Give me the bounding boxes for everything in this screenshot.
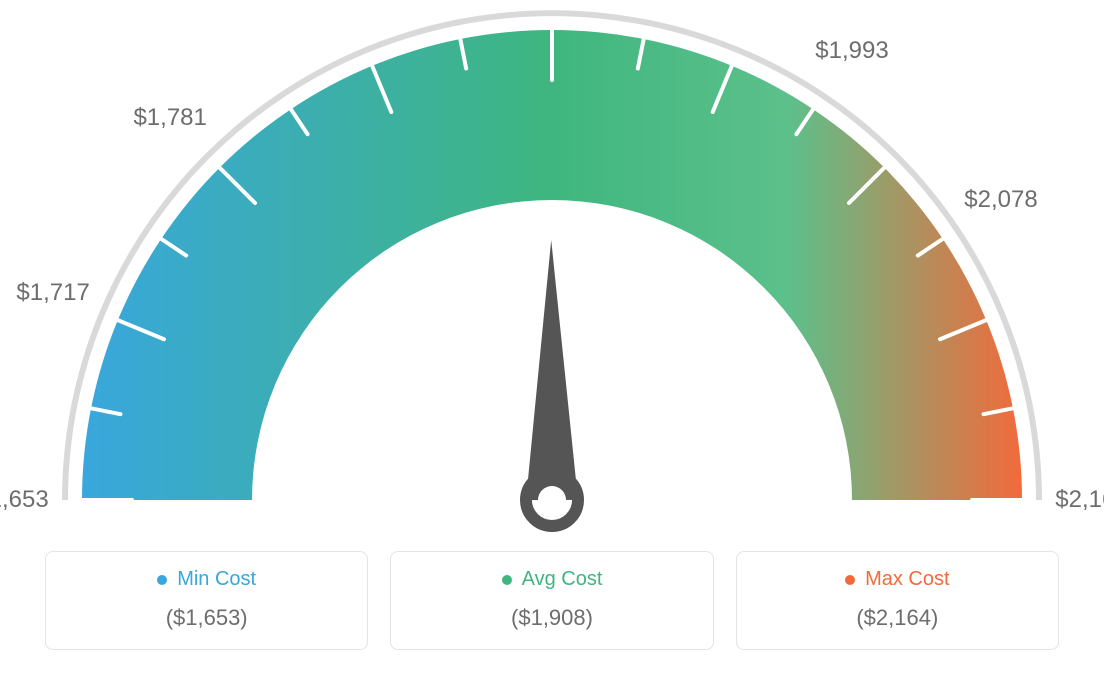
gauge-scale-label: $1,781 [133,104,206,132]
legend-value-avg: ($1,908) [401,605,702,631]
gauge-scale-label: $1,993 [815,37,888,65]
legend-value-max: ($2,164) [747,605,1048,631]
legend-card-max: Max Cost ($2,164) [736,551,1059,650]
legend-label-min: Min Cost [177,568,256,591]
legend-value-min: ($1,653) [56,605,357,631]
legend-title-avg: Avg Cost [502,568,603,591]
legend-dot-avg [502,575,512,585]
legend-label-avg: Avg Cost [522,568,603,591]
gauge-scale-label: $2,078 [964,186,1037,214]
legend-title-min: Min Cost [157,568,256,591]
legend-card-min: Min Cost ($1,653) [45,551,368,650]
legend-dot-max [845,575,855,585]
legend-title-max: Max Cost [845,568,949,591]
legend-dot-min [157,575,167,585]
legend-label-max: Max Cost [865,568,949,591]
gauge-scale-label: $1,717 [16,279,89,307]
gauge-area: $1,653$1,717$1,781$1,908$1,993$2,078$2,1… [0,0,1104,540]
legend-card-avg: Avg Cost ($1,908) [390,551,713,650]
gauge-svg [0,0,1104,540]
gauge-scale-label: $2,164 [1055,486,1104,514]
gauge-scale-label: $1,653 [0,486,49,514]
legend-row: Min Cost ($1,653) Avg Cost ($1,908) Max … [45,551,1059,650]
chart-container: $1,653$1,717$1,781$1,908$1,993$2,078$2,1… [0,0,1104,690]
